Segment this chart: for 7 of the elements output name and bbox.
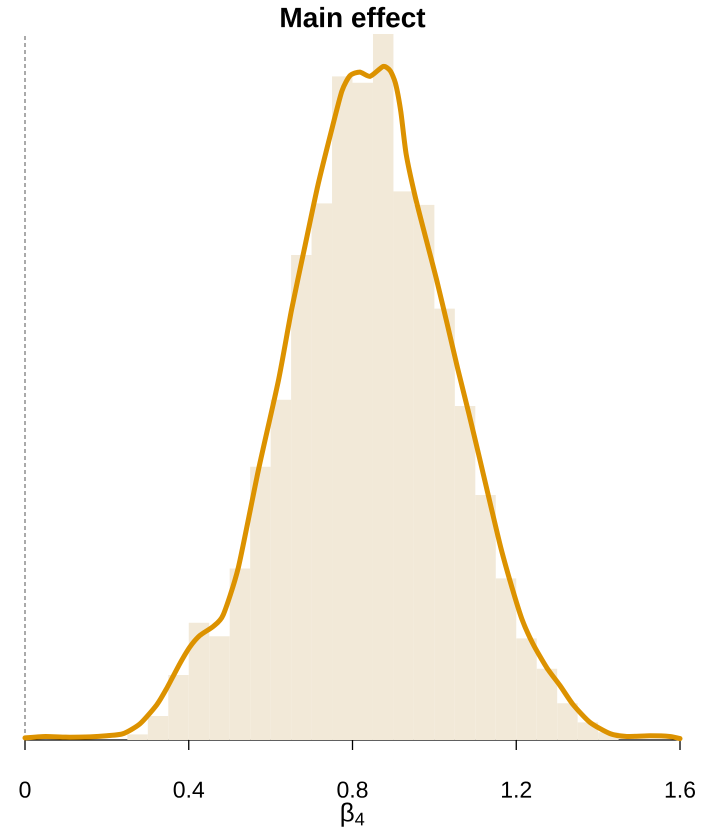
chart-title: Main effect xyxy=(281,6,426,28)
x-tick-label: 0 xyxy=(19,782,31,798)
x-tick-label: 1.2 xyxy=(502,782,532,798)
x-tick-label: 1.6 xyxy=(666,782,695,798)
x-axis-title: β$_{4}$ xyxy=(342,802,364,827)
x-tick-label: 0.4 xyxy=(174,782,204,798)
x-tick-label: 0.8 xyxy=(337,782,368,798)
